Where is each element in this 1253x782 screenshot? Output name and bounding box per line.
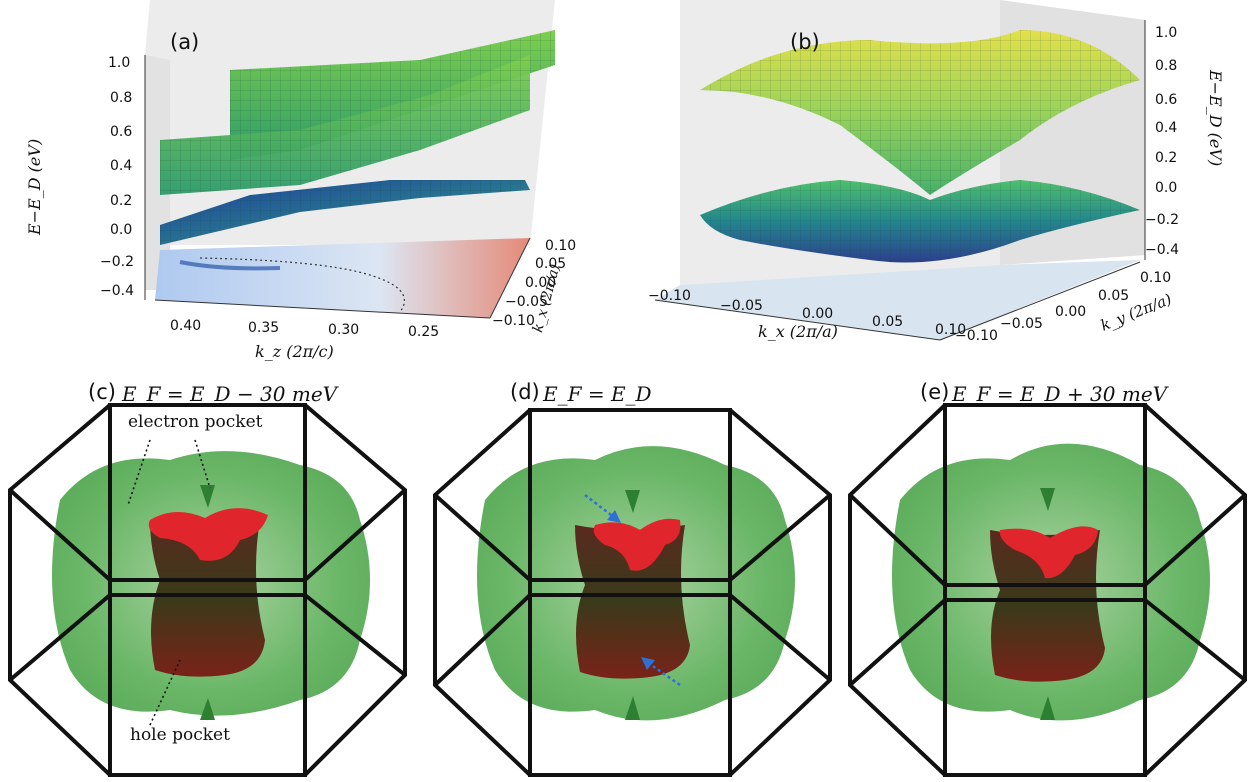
panel-a-x-axis-label: k_z (2π/c) <box>255 342 334 361</box>
x-tick: 0.10 <box>935 322 967 338</box>
panel-e-brillouin-zone <box>848 403 1247 777</box>
z-tick: 1.0 <box>1155 25 1178 41</box>
panel-d-cone-bottom <box>625 696 640 720</box>
panel-c-annotation-lines <box>127 439 211 726</box>
panel-b-label: (b) <box>790 30 820 54</box>
arrow-head-icon <box>607 510 621 523</box>
y-tick: 0.05 <box>1098 288 1130 304</box>
panel-b-surface-plot <box>654 0 1146 341</box>
panel-d-brillouin-zone <box>433 408 832 777</box>
y-tick: 0.00 <box>1055 304 1087 320</box>
panel-d: (d) E_F = E_D <box>425 380 835 782</box>
panel-c-brillouin-zone <box>8 403 407 777</box>
panel-e-cone-bottom <box>1040 696 1055 720</box>
y-tick: −0.05 <box>505 294 548 310</box>
panel-a-surface-plot <box>144 0 555 319</box>
panel-c-hole-pocket-top <box>148 508 268 561</box>
x-tick: 0.35 <box>248 320 280 336</box>
panel-e-hole-pocket-top <box>999 526 1098 579</box>
x-tick: −0.10 <box>648 288 691 304</box>
z-tick: −0.4 <box>1145 242 1179 258</box>
panel-d-hole-pocket <box>575 525 690 679</box>
panel-a-contour-line <box>199 257 405 313</box>
z-tick: 0.2 <box>1155 150 1178 166</box>
panel-b-x-axis-label: k_x (2π/a) <box>758 322 838 341</box>
x-tick: 0.00 <box>802 306 834 322</box>
panel-c-hole-pocket-note: hole pocket <box>130 725 230 745</box>
panel-c-cone-top <box>200 485 215 508</box>
y-tick: 0.10 <box>545 238 577 254</box>
panel-a-z-axis-label: E−E_D (eV) <box>25 138 44 235</box>
panel-a-contour-floor <box>155 238 530 318</box>
z-tick: 0.0 <box>1155 180 1178 196</box>
z-tick: 0.8 <box>110 90 133 106</box>
panel-a: (a) E−E_D (eV) 1.0 0.8 0.6 0.4 0.2 0.0 −… <box>0 0 576 370</box>
y-tick: 0.05 <box>535 256 567 272</box>
z-tick: 0.4 <box>1155 120 1178 136</box>
panel-e-caption: E_F = E_D + 30 meV <box>952 382 1168 406</box>
panel-a-label: (a) <box>170 30 200 54</box>
panel-b-z-axis-label: E−E_D (eV) <box>1206 70 1225 167</box>
panel-d-caption: E_F = E_D <box>543 382 652 406</box>
x-tick: 0.25 <box>408 324 440 340</box>
panel-b-floor <box>655 260 1140 340</box>
y-tick: 0.10 <box>1140 270 1172 286</box>
panel-e-fermi-surface <box>848 403 1247 777</box>
y-tick: −0.10 <box>492 313 535 329</box>
z-tick: 0.2 <box>110 193 133 209</box>
panel-d-fermi-surface <box>433 408 832 777</box>
y-tick: −0.10 <box>955 328 998 344</box>
arrow-head-icon <box>641 657 655 670</box>
z-tick: 0.6 <box>110 124 133 140</box>
panel-e-label: (e) <box>920 380 950 404</box>
panel-c-cone-bottom <box>200 698 215 720</box>
z-tick: 0.8 <box>1155 58 1178 74</box>
panel-c-electron-pocket-note: electron pocket <box>128 412 263 432</box>
panel-d-label: (d) <box>510 380 540 404</box>
x-tick: 0.05 <box>872 314 904 330</box>
y-tick: 0.00 <box>525 275 557 291</box>
z-tick: −0.2 <box>100 254 134 270</box>
panel-c: (c) E_F = E_D − 30 meV electron pocket h… <box>0 380 410 782</box>
panel-c-hole-pocket <box>150 520 265 677</box>
panel-d-hole-pocket-top <box>593 518 681 571</box>
z-tick: 1.0 <box>108 55 131 71</box>
z-tick: −0.2 <box>1145 212 1179 228</box>
panel-e-hole-pocket <box>990 530 1105 682</box>
x-tick: 0.40 <box>170 318 202 334</box>
z-tick: 0.4 <box>110 158 133 174</box>
panel-d-cone-top <box>625 490 640 513</box>
panel-c-label: (c) <box>88 380 116 404</box>
z-tick: 0.0 <box>110 222 133 238</box>
y-tick: −0.05 <box>1000 316 1043 332</box>
z-tick: 0.6 <box>1155 92 1178 108</box>
panel-c-fermi-surface <box>8 403 407 777</box>
z-tick: −0.4 <box>100 283 134 299</box>
panel-e-cone-top <box>1040 488 1055 511</box>
x-tick: 0.30 <box>328 322 360 338</box>
panel-b: (b) 1.0 0.8 0.6 0.4 0.2 0.0 −0.2 −0.4 E−… <box>640 0 1253 370</box>
panel-d-arrows <box>584 494 681 687</box>
x-tick: −0.05 <box>720 298 763 314</box>
panel-c-caption: E_F = E_D − 30 meV <box>122 382 338 406</box>
panel-e: (e) E_F = E_D + 30 meV <box>840 380 1250 782</box>
